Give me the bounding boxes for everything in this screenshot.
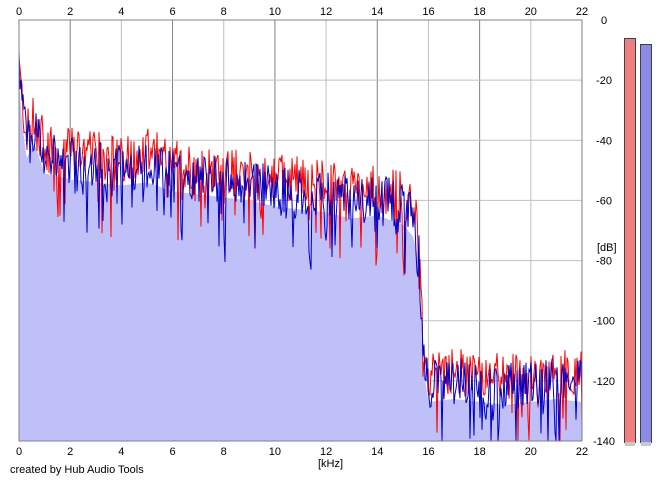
x-tick-bottom: 10 <box>269 446 281 458</box>
x-axis-label: [kHz] <box>318 458 344 470</box>
meter-base-left <box>625 442 635 446</box>
y-tick-label: -60 <box>596 195 612 207</box>
x-tick-bottom: 2 <box>67 446 73 458</box>
x-tick-top: 4 <box>118 6 124 18</box>
y-tick-label: -80 <box>596 256 612 268</box>
x-tick-top: 0 <box>16 6 22 18</box>
x-tick-bottom: 8 <box>221 446 227 458</box>
spectrum-area <box>19 83 582 441</box>
x-tick-bottom: 4 <box>118 446 124 458</box>
x-tick-top: 20 <box>525 6 537 18</box>
credit-text: created by Hub Audio Tools <box>10 464 144 476</box>
x-tick-bottom: 6 <box>169 446 175 458</box>
meter-base-right <box>641 442 651 446</box>
plot-frame <box>18 19 583 442</box>
x-tick-top: 10 <box>269 6 281 18</box>
x-tick-bottom: 14 <box>371 446 383 458</box>
x-tick-top: 2 <box>67 6 73 18</box>
series-right-line <box>18 49 583 442</box>
x-tick-top: 12 <box>320 6 332 18</box>
x-tick-top: 6 <box>169 6 175 18</box>
x-tick-bottom: 22 <box>576 446 588 458</box>
y-tick-label: -40 <box>596 135 612 147</box>
x-tick-top: 14 <box>371 6 383 18</box>
y-tick-label: -120 <box>593 376 615 388</box>
x-tick-bottom: 20 <box>525 446 537 458</box>
y-tick-label: -20 <box>596 75 612 87</box>
y-tick-label: -100 <box>593 316 615 328</box>
y-tick-label: 0 <box>601 15 607 27</box>
y-axis-label: [dB] <box>597 242 617 254</box>
axis-ticks: 002244668810101212141416161818202022220-… <box>16 6 615 458</box>
y-tick-label: -140 <box>593 436 615 448</box>
x-tick-top: 18 <box>474 6 486 18</box>
x-tick-bottom: 18 <box>474 446 486 458</box>
x-tick-bottom: 12 <box>320 446 332 458</box>
x-tick-bottom: 16 <box>422 446 434 458</box>
x-tick-top: 8 <box>221 6 227 18</box>
level-meter-left <box>624 38 636 443</box>
x-tick-bottom: 0 <box>16 446 22 458</box>
level-meter-right <box>640 44 652 443</box>
series-left-line <box>18 57 583 442</box>
x-tick-top: 22 <box>576 6 588 18</box>
x-tick-top: 16 <box>422 6 434 18</box>
